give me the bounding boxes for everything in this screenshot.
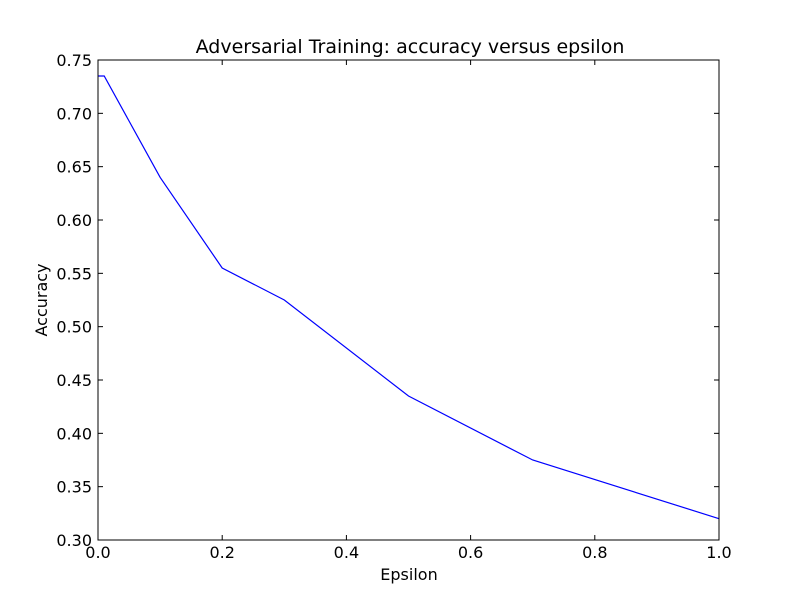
x-tick-label: 0.2 bbox=[209, 543, 234, 562]
y-tick-label: 0.60 bbox=[56, 211, 92, 230]
y-axis-label: Accuracy bbox=[32, 263, 51, 336]
y-tick-label: 0.55 bbox=[56, 264, 92, 283]
series-line-0 bbox=[98, 75, 720, 520]
y-tick-label: 0.40 bbox=[56, 424, 92, 443]
y-axis-ticks: 0.30 0.35 0.40 0.45 0.50 0.55 0.60 0.65 0.70 0.75 bbox=[56, 51, 719, 550]
x-tick-label: 0.4 bbox=[334, 543, 359, 562]
y-tick-label: 0.70 bbox=[56, 104, 92, 123]
y-tick-label: 0.30 bbox=[56, 531, 92, 550]
plot-area bbox=[97, 59, 720, 541]
plot-frame bbox=[97, 59, 720, 541]
y-tick-label: 0.65 bbox=[56, 158, 92, 177]
x-tick-label: 1.0 bbox=[706, 543, 731, 562]
y-tick-label: 0.45 bbox=[56, 371, 92, 390]
y-tick-label: 0.35 bbox=[56, 478, 92, 497]
x-tick-label: 0.0 bbox=[85, 543, 110, 562]
y-tick-label: 0.75 bbox=[56, 51, 92, 70]
x-tick-label: 0.6 bbox=[458, 543, 483, 562]
x-tick-label: 0.8 bbox=[582, 543, 607, 562]
x-axis-label: Epsilon bbox=[380, 565, 437, 584]
x-axis-ticks: 0.0 0.2 0.4 0.6 0.8 1.0 bbox=[85, 60, 732, 562]
chart-title: Adversarial Training: accuracy versus ep… bbox=[196, 36, 625, 58]
y-tick-label: 0.50 bbox=[56, 318, 92, 337]
